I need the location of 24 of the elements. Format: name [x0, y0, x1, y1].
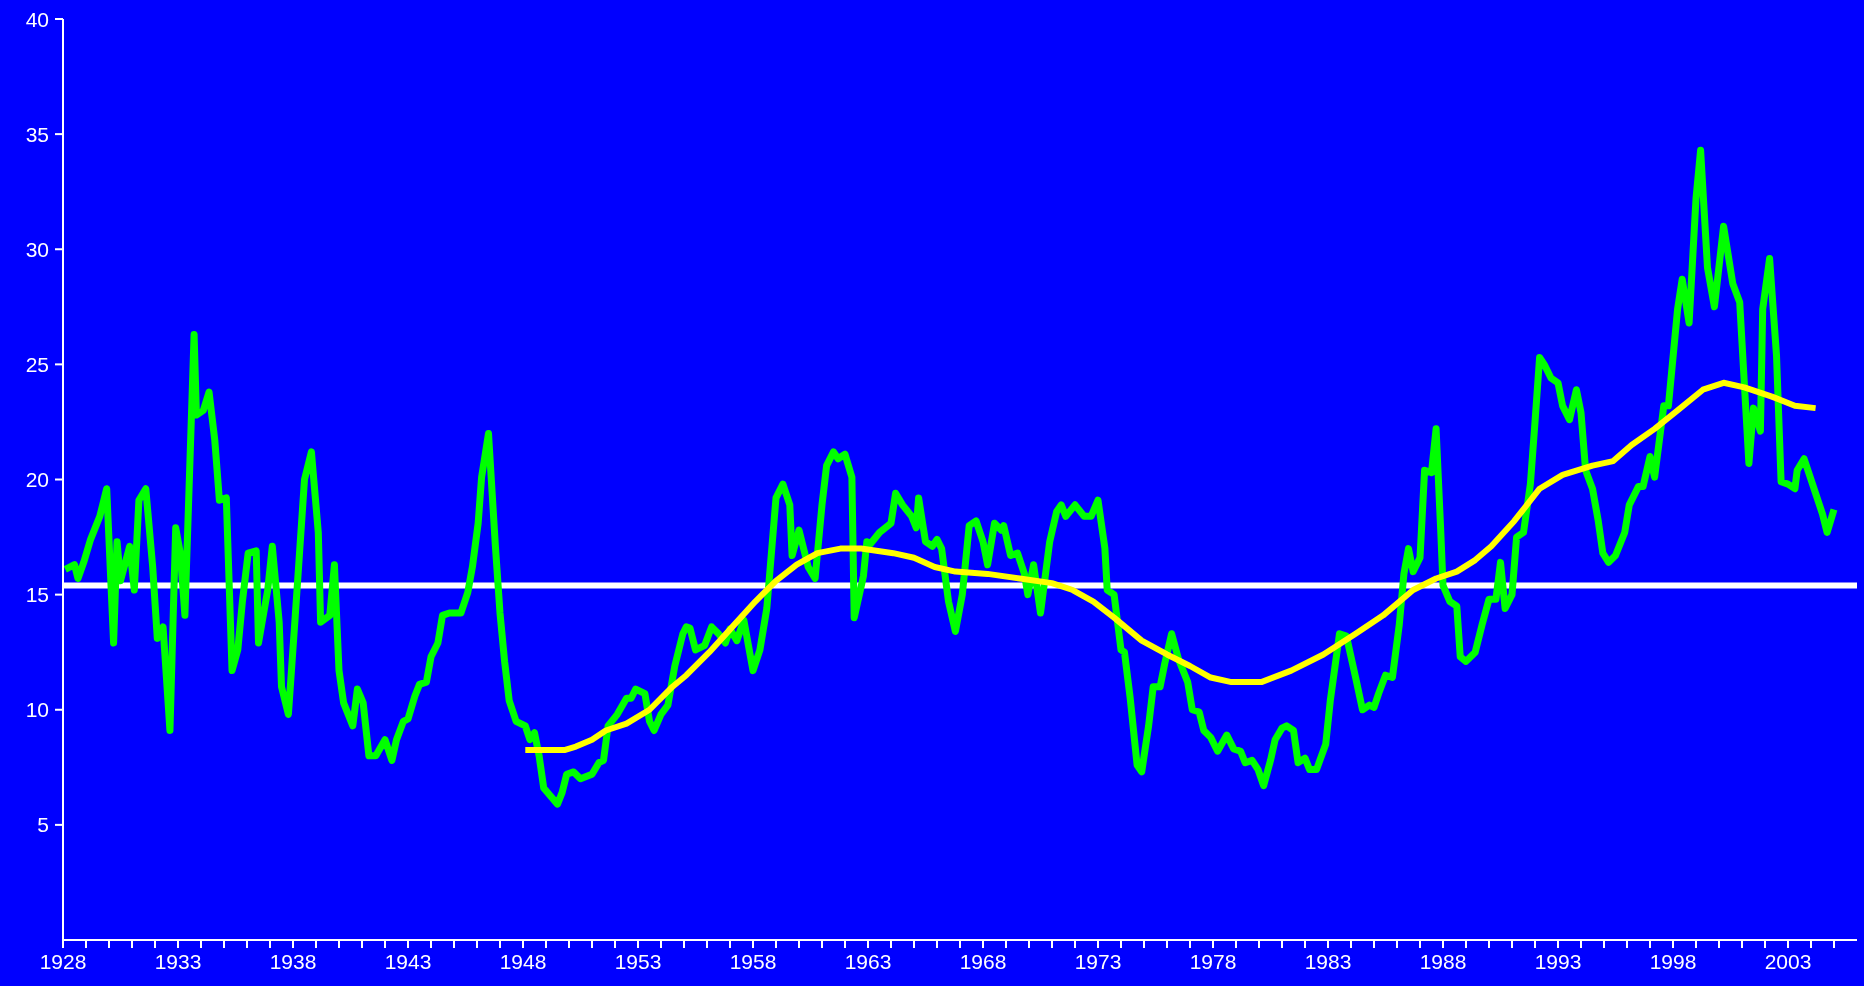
x-tick-label: 1943 — [384, 950, 432, 974]
x-tick-label: 1988 — [1419, 950, 1467, 974]
y-tick-label: 15 — [25, 583, 49, 607]
x-tick-label: 1998 — [1649, 950, 1697, 974]
y-tick-label: 40 — [25, 7, 49, 31]
y-tick-label: 10 — [25, 698, 49, 722]
x-tick-label: 2003 — [1764, 950, 1812, 974]
x-tick-label: 1978 — [1189, 950, 1237, 974]
x-tick-label: 1938 — [269, 950, 317, 974]
x-tick-label: 1973 — [1074, 950, 1122, 974]
y-tick-label: 5 — [37, 813, 49, 837]
x-tick-label: 1953 — [614, 950, 662, 974]
y-tick-label: 20 — [25, 468, 49, 491]
x-tick-label: 1963 — [844, 950, 892, 974]
y-tick-label: 35 — [25, 122, 49, 146]
y-tick-label: 30 — [25, 237, 49, 261]
x-tick-label: 1983 — [1304, 950, 1352, 974]
x-tick-label: 1958 — [729, 950, 777, 974]
x-tick-label: 1933 — [154, 950, 202, 974]
x-tick-label: 1948 — [499, 950, 547, 974]
x-tick-label: 1968 — [959, 950, 1007, 974]
x-tick-label: 1928 — [39, 950, 87, 974]
y-tick-label: 25 — [25, 352, 49, 376]
x-tick-label: 1993 — [1534, 950, 1582, 974]
